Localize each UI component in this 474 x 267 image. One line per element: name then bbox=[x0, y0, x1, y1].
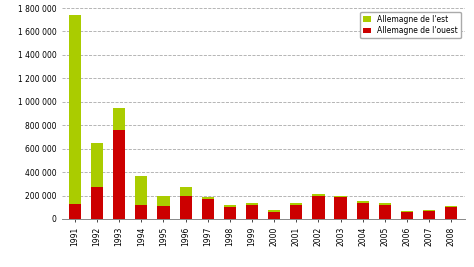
Bar bbox=[335, 197, 346, 219]
Bar bbox=[335, 196, 346, 197]
Bar bbox=[180, 195, 191, 219]
Bar bbox=[157, 206, 170, 219]
Bar bbox=[379, 203, 391, 205]
Bar bbox=[401, 211, 413, 212]
Bar bbox=[69, 15, 81, 204]
Bar bbox=[268, 212, 280, 219]
Bar bbox=[69, 204, 81, 219]
Bar bbox=[224, 207, 236, 219]
Bar bbox=[201, 197, 214, 199]
Bar bbox=[356, 201, 369, 203]
Bar bbox=[290, 203, 302, 205]
Bar bbox=[91, 143, 103, 187]
Bar bbox=[224, 205, 236, 207]
Bar bbox=[445, 207, 457, 219]
Bar bbox=[246, 205, 258, 219]
Bar bbox=[356, 203, 369, 219]
Bar bbox=[135, 205, 147, 219]
Bar bbox=[312, 194, 325, 195]
Bar bbox=[268, 210, 280, 212]
Bar bbox=[401, 212, 413, 219]
Bar bbox=[290, 205, 302, 219]
Bar bbox=[312, 195, 325, 219]
Bar bbox=[379, 205, 391, 219]
Bar bbox=[135, 176, 147, 205]
Bar bbox=[113, 108, 125, 130]
Bar bbox=[423, 211, 435, 219]
Bar bbox=[113, 130, 125, 219]
Bar bbox=[91, 187, 103, 219]
Bar bbox=[157, 195, 170, 206]
Bar bbox=[423, 210, 435, 211]
Bar bbox=[246, 203, 258, 205]
Bar bbox=[201, 199, 214, 219]
Legend: Allemagne de l'est, Allemagne de l'ouest: Allemagne de l'est, Allemagne de l'ouest bbox=[360, 12, 461, 38]
Bar bbox=[180, 187, 191, 195]
Bar bbox=[445, 206, 457, 207]
